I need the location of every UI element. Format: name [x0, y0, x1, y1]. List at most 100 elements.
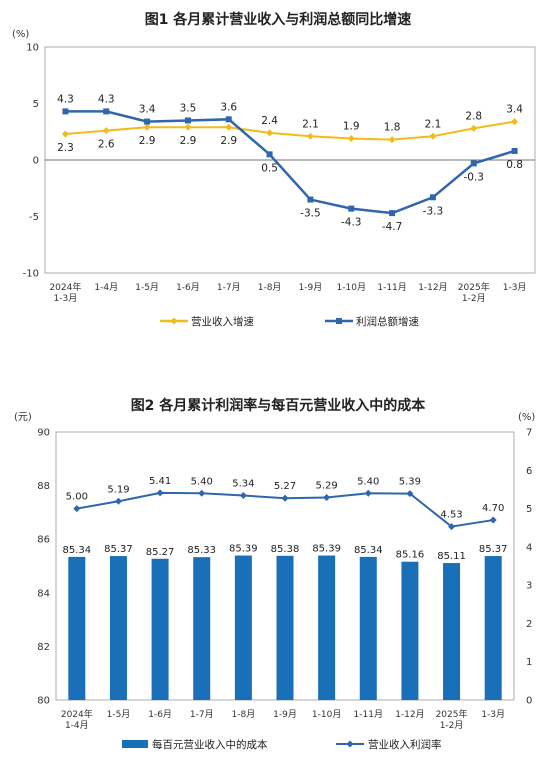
chart1-profit-point — [225, 116, 232, 123]
chart1-revenue-label: 2.1 — [302, 118, 319, 130]
chart1-profit-point — [429, 194, 436, 201]
chart1-revenue-point — [388, 136, 396, 144]
chart2-legend-item-margin: 营业收入利润率 — [336, 738, 442, 751]
chart1-profit-label: 0.5 — [261, 162, 278, 174]
chart2-x-tick: 1-4月 — [65, 720, 89, 731]
chart2-margin-label: 5.27 — [274, 481, 296, 492]
chart2-margin-point — [73, 505, 81, 513]
chart2-margin-label: 5.00 — [66, 492, 88, 503]
chart1-x-tick: 1-8月 — [258, 282, 282, 293]
chart2-cost-label: 85.37 — [104, 544, 133, 555]
chart1-profit-point — [511, 147, 518, 154]
chart2-margin-point — [489, 516, 497, 524]
chart2-cost-label: 85.34 — [62, 545, 91, 556]
chart2-cost-label: 85.37 — [479, 544, 508, 555]
chart2-cost-bar — [151, 558, 169, 700]
chart2-x-tick: 1-5月 — [107, 709, 131, 720]
chart2-margin-label: 5.41 — [149, 476, 171, 487]
chart2-y-right-tick: 5 — [526, 504, 532, 515]
chart2-margin-label: 4.70 — [482, 503, 504, 514]
chart1-revenue-label: 2.3 — [57, 142, 74, 154]
chart1-revenue-label: 2.8 — [465, 110, 482, 122]
chart2-legend-cost: 每百元营业收入中的成本 — [152, 738, 268, 751]
chart1-revenue-point — [511, 118, 519, 126]
chart1-profit-point — [389, 210, 396, 217]
chart2-cost-bar — [484, 556, 502, 700]
chart1-x-tick: 1-7月 — [217, 282, 241, 293]
chart2-x-tick: 1-10月 — [312, 709, 341, 720]
chart1-revenue-point — [429, 132, 437, 140]
chart1-x-tick: 1-5月 — [135, 282, 159, 293]
chart1-legend-revenue: 营业收入增速 — [191, 315, 254, 328]
chart2-cost-label: 85.34 — [354, 545, 383, 556]
chart2-margin-point — [114, 497, 122, 505]
chart1-revenue-label: 2.4 — [261, 115, 278, 127]
chart1-y-unit: (%) — [12, 29, 29, 40]
chart1-revenue-point — [347, 135, 355, 143]
chart2-margin-label: 5.29 — [316, 480, 338, 491]
chart2-x-tick: 1-7月 — [190, 709, 214, 720]
chart1-revenue-label: 2.9 — [180, 135, 197, 147]
chart1-revenue-line — [65, 120, 515, 141]
chart1-profit-label: 4.3 — [57, 93, 74, 105]
chart2-margin-point — [448, 523, 456, 531]
chart2-x-tick: 1-9月 — [273, 709, 297, 720]
chart1-legend-item-revenue: 营业收入增速 — [160, 315, 254, 328]
chart2-cost-bar — [193, 557, 211, 700]
chart2-left-unit: (元) — [14, 412, 32, 423]
chart1-revenue-point — [143, 123, 151, 131]
chart1-legend-item-profit: 利润总额增速 — [325, 315, 419, 328]
chart2-y-left-tick: 86 — [37, 535, 50, 546]
chart1-profit-label: -4.3 — [341, 217, 362, 229]
chart1-x-tick: 1-3月 — [54, 293, 78, 304]
chart1-y-tick: -10 — [23, 269, 39, 280]
chart1-revenue-label: 3.4 — [506, 104, 523, 116]
chart1-revenue-label: 2.9 — [139, 135, 156, 147]
chart2-cost-bar — [109, 556, 127, 700]
chart2-cost-bar — [234, 555, 252, 700]
chart2-cost-label: 85.27 — [146, 547, 175, 558]
chart2-margin-label: 5.19 — [107, 484, 129, 495]
chart2-margin-label: 5.40 — [357, 476, 379, 487]
chart1-x-tick: 2025年 — [458, 281, 490, 293]
chart1-title: 图1 各月累计营业收入与利润总额同比增速 — [145, 11, 412, 28]
chart2-margin-point — [323, 493, 331, 501]
chart2-y-right-tick: 3 — [526, 581, 532, 592]
chart1-revenue-point — [225, 123, 233, 131]
chart2-margin-point — [406, 490, 414, 498]
chart1-profit-line — [65, 110, 515, 215]
chart1-revenue-label: 2.1 — [425, 118, 442, 130]
chart1-profit-label: 3.4 — [139, 104, 156, 116]
chart2-margin-point — [281, 494, 289, 502]
chart2-x-tick: 1-3月 — [481, 709, 505, 720]
chart2-y-right-tick: 1 — [526, 657, 532, 668]
chart2-y-left-tick: 90 — [37, 428, 50, 439]
chart1-x-tick: 1-6月 — [176, 282, 200, 293]
chart2-y-right-tick: 0 — [526, 696, 532, 707]
chart2-legend: 每百元营业收入中的成本 营业收入利润率 — [122, 738, 442, 751]
chart2-x-tick: 1-6月 — [148, 709, 172, 720]
chart1-x-tick: 1-12月 — [418, 282, 447, 293]
chart1-profit-label: 3.6 — [220, 101, 237, 113]
chart2-cost-bar — [276, 555, 294, 700]
chart1-y-tick: 0 — [33, 156, 39, 167]
chart1-revenue-point — [102, 127, 110, 135]
chart2-margin-point — [364, 489, 372, 497]
chart2-margin-point — [156, 489, 164, 497]
chart1-x-tick: 1-3月 — [503, 282, 527, 293]
chart2-margin-point — [239, 492, 247, 500]
chart2-cost-bar — [68, 556, 86, 700]
chart2-y-left-tick: 82 — [37, 642, 50, 653]
chart1-profit-point — [184, 117, 191, 124]
chart1-profit-point — [266, 151, 273, 158]
chart2-margin-label: 4.53 — [440, 510, 462, 521]
chart1-x-tick: 1-4月 — [94, 282, 118, 293]
chart2-cost-bar — [318, 555, 336, 700]
chart2-margin-label: 5.34 — [232, 479, 254, 490]
chart1-profit-point — [470, 160, 477, 167]
chart2-cost-label: 85.33 — [187, 545, 216, 556]
chart2-y-left-tick: 80 — [37, 696, 50, 707]
chart2-x-tick: 1-11月 — [354, 709, 383, 720]
chart1-profit-label: -3.5 — [300, 208, 321, 220]
